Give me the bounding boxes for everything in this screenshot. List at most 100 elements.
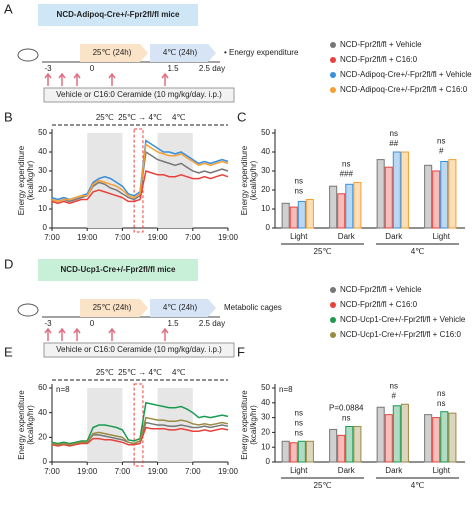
dark-period [157, 133, 193, 228]
y-tick-label: 50 [38, 128, 47, 137]
y-axis-label: Energy expenditure [17, 390, 26, 460]
bar [384, 166, 393, 229]
y-tick-label: 30 [261, 413, 270, 422]
significance: ns [295, 428, 303, 437]
y-axis-label: (kcal/kg/hr) [26, 405, 35, 445]
y-tick-label: 0 [43, 457, 48, 466]
bar [448, 412, 457, 463]
bar [297, 440, 306, 463]
y-tick-label: 10 [261, 442, 270, 451]
condition-label: 4℃ [172, 113, 185, 122]
x-tick-label: Light [290, 466, 308, 475]
significance: ns [342, 414, 350, 423]
treatment: Vehicle or C16:0 Ceramide (10 mg/kg/day.… [56, 90, 222, 99]
bar [353, 181, 362, 229]
y-tick-label: 50 [261, 128, 270, 137]
bar [289, 206, 298, 229]
injection-arrow [108, 327, 116, 341]
x-tick-label: Light [433, 466, 451, 475]
legend-label: NCD-Fpr2fl/fl + Vehicle [340, 285, 422, 294]
series-line [51, 170, 229, 205]
y-axis-label: (kcal/kg/hr) [249, 160, 258, 200]
x-tick-label: 7:00 [185, 467, 201, 476]
panel-label: B [4, 109, 13, 124]
y-tick-label: 40 [38, 147, 47, 156]
stage-label: 25℃ (24h) [93, 48, 132, 57]
bar [305, 199, 314, 229]
x-tick-label: 19:00 [218, 233, 239, 242]
bar [329, 185, 338, 229]
x-tick-label: 7:00 [44, 467, 60, 476]
transition-box [133, 128, 144, 233]
y-tick-label: 0 [266, 223, 271, 232]
x-tick-label: 19:00 [218, 467, 239, 476]
stage-label: 25℃ (24h) [93, 303, 132, 312]
panel-label: C [237, 109, 246, 124]
significance: ### [340, 170, 354, 179]
legend-swatch [330, 302, 336, 308]
legend-label: NCD-Fpr2fl/fl + Vehicle [340, 40, 422, 49]
x-tick-label: 19:00 [148, 233, 169, 242]
panel-label: F [237, 344, 245, 359]
significance: P=0.0884 [329, 404, 364, 413]
bar [448, 159, 457, 229]
y-tick-label: 40 [38, 408, 47, 417]
treatment: Vehicle or C16:0 Ceramide (10 mg/kg/day.… [56, 345, 222, 354]
legend-swatch [330, 332, 336, 338]
y-axis-label: Energy expenditure [240, 145, 249, 215]
x-tick-label: 7:00 [185, 233, 201, 242]
stage-arrow [80, 44, 148, 62]
bar [281, 202, 290, 229]
significance: # [392, 391, 397, 400]
bar [289, 442, 298, 463]
y-tick-label: 30 [261, 166, 270, 175]
condition-label: 25℃ [96, 113, 114, 122]
legend-label: NCD-Fpr2fl/fl + C16:0 [340, 55, 418, 64]
bar [337, 434, 346, 463]
condition-label: 25℃ → 4℃ [118, 368, 162, 377]
title-box [38, 259, 198, 281]
bar [384, 414, 393, 463]
y-axis-label: Energy expenditure [17, 145, 26, 215]
series-line [51, 150, 229, 203]
legend-swatch [330, 317, 336, 323]
group-label: 25℃ [314, 247, 332, 256]
significance: ns [390, 381, 398, 390]
y-axis-label: (kcal/kg/hr) [249, 405, 258, 445]
x-tick-label: Dark [385, 232, 403, 241]
significance: ns [437, 137, 445, 146]
y-tick-label: 10 [261, 204, 270, 213]
stage-label: 4℃ (24h) [163, 303, 198, 312]
bar [440, 411, 449, 463]
legend-label: NCD-Adipoq-Cre+/-Fpr2fl/fl + Vehicle [340, 70, 472, 79]
stage-arrow [150, 44, 216, 62]
y-tick-label: 0 [266, 457, 271, 466]
significance: ns [342, 160, 350, 169]
legend-swatch [330, 87, 336, 93]
stage-arrow [150, 299, 216, 317]
y-tick-label: 10 [38, 204, 47, 213]
panel-label: A [4, 1, 13, 16]
timeline-label: 0 [90, 319, 95, 328]
series-line [51, 426, 229, 447]
title-box [38, 4, 198, 26]
significance: ns [437, 389, 445, 398]
significance: ns [437, 399, 445, 408]
bar [376, 406, 385, 463]
legend-swatch [330, 287, 336, 293]
y-tick-label: 60 [38, 383, 47, 392]
legend-label: NCD-Fpr2fl/fl + C16:0 [340, 300, 418, 309]
x-tick-label: 19:00 [77, 467, 98, 476]
significance: ns [295, 408, 303, 417]
injection-arrow [161, 72, 169, 86]
injection-arrow [161, 327, 169, 341]
output-label: • Energy expenditure [224, 48, 299, 57]
timeline-label: 2.5 day [199, 319, 225, 328]
y-axis-label: Energy expenditure [240, 390, 249, 460]
x-tick-label: 7:00 [115, 233, 131, 242]
condition-label: 25℃ → 4℃ [118, 113, 162, 122]
significance: ns [295, 418, 303, 427]
bar [424, 164, 433, 229]
bar [432, 417, 441, 463]
